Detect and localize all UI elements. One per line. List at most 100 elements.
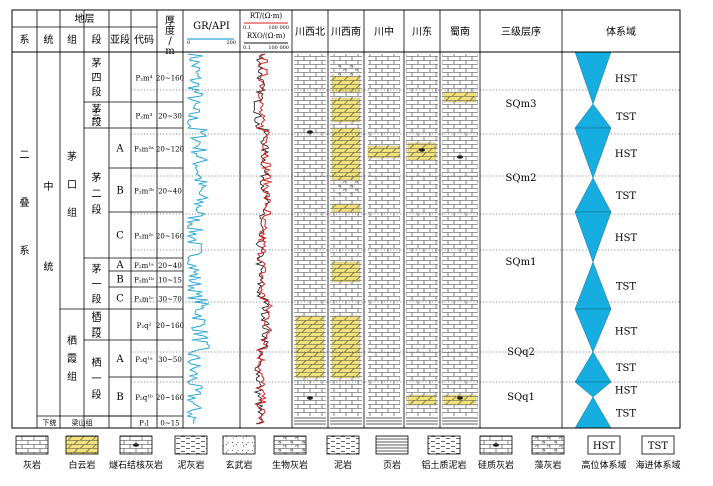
column-header: 段: [92, 33, 102, 46]
system-label: 二叠系: [20, 150, 30, 257]
thickness-label: 20~160: [156, 233, 184, 241]
legend-label: 灰岩: [23, 459, 41, 471]
thickness-label: 20~160: [156, 394, 184, 402]
subsection-label: A: [115, 354, 124, 365]
hst-triangle: [574, 127, 612, 179]
hst-triangle: [574, 308, 612, 353]
rt-curve: [255, 53, 274, 425]
legend-item: 灰岩: [15, 435, 49, 471]
formation-liangshan-label: 梁山组: [72, 418, 93, 427]
thickness-label: 10~15: [158, 277, 182, 285]
hst-triangle: [574, 381, 612, 398]
limestone-column: [368, 54, 400, 426]
tst-triangle: [574, 396, 612, 429]
gr-max-label: 200: [226, 40, 236, 46]
region-header: 川西南: [331, 25, 361, 38]
thickness-label: 0~15: [160, 420, 179, 428]
rxo-max-label: 100 000: [268, 45, 289, 51]
member-label-text: 茅四段: [92, 57, 102, 98]
shale-base: [330, 416, 362, 426]
region-header: 蜀南: [450, 25, 470, 38]
legend-box-label: TST: [648, 441, 669, 452]
legend-label: 泥灰岩: [177, 459, 204, 471]
table-border: [11, 9, 681, 429]
well-log-area: [185, 53, 274, 425]
legend-item: 白云岩: [65, 435, 99, 471]
dolomite-interval: [443, 91, 477, 103]
gr-min-label: 0: [187, 40, 190, 46]
code-label: P₂m²ᵃ: [134, 146, 154, 154]
tract-label: HST: [615, 233, 638, 244]
dolomite-interval: [367, 145, 401, 159]
shale-base: [442, 416, 478, 426]
legend-label: 硅质灰岩: [478, 459, 514, 471]
dolomite-interval: [331, 97, 361, 123]
code-label: P₂m¹ᶜ: [134, 296, 154, 304]
chert-nodule: [307, 130, 313, 134]
thickness-label: 30~50: [158, 356, 182, 364]
column-header: 统: [44, 33, 54, 46]
legend-item: HST 高位体系域: [581, 435, 627, 471]
member-label: 栖二段: [92, 310, 102, 340]
limestone-column: [442, 54, 478, 426]
member-label: 栖一段: [92, 356, 102, 401]
bauxitic-mudstone-icon: [427, 435, 461, 455]
legend-label: 海进体系域: [635, 459, 680, 471]
thickness-header: 厚度/m: [165, 15, 175, 57]
tract-label: TST: [616, 112, 637, 123]
algal-limestone-icon: [531, 435, 565, 455]
code-label: P₂q¹ᵃ: [135, 356, 153, 364]
chert-nodule: [457, 155, 463, 159]
tract-label: HST: [615, 327, 638, 338]
code-label: P₂q²: [137, 322, 152, 330]
nodule-mark: [493, 443, 499, 447]
subsection-label: A: [115, 144, 124, 155]
code-label: P₂m⁴: [136, 75, 153, 83]
subsection-label: A: [115, 260, 124, 271]
thickness-label: 20~160: [156, 322, 184, 330]
shale-base: [294, 416, 326, 426]
legend-item: TST 海进体系域: [635, 435, 681, 471]
table-grid: [11, 9, 681, 429]
subsection-label: C: [116, 231, 124, 242]
bio-limestone-icon: [273, 435, 307, 455]
sequence-label: SQm3: [506, 99, 537, 110]
dolomite-interval: [331, 203, 361, 213]
mudstone-icon: [326, 435, 360, 455]
legend-label: 铝土质泥岩: [421, 459, 466, 471]
lithology-columns: [131, 54, 680, 426]
code-label: P₂q¹ᵇ: [135, 394, 153, 402]
legend-label: 藻灰岩: [534, 459, 561, 471]
column-header: 组: [67, 33, 77, 46]
systems-tract-header: 体系域: [606, 25, 636, 38]
gr-curve: [185, 53, 211, 425]
code-label: P₂m¹ᵃ: [134, 262, 154, 270]
limestone-icon: [15, 435, 49, 455]
legend-item: 页岩: [375, 435, 409, 471]
rxo-min-label: 0.1: [243, 45, 251, 51]
hst-icon: [587, 435, 621, 455]
member-label-text: 茅二段: [92, 172, 102, 216]
legend-label: 玄武岩: [225, 459, 252, 471]
tst-triangle: [574, 351, 612, 383]
legend-item: 铝土质泥岩: [421, 435, 467, 471]
region-header: 川西北: [295, 26, 325, 38]
region-header: 川中: [374, 25, 394, 38]
thickness-label: 20~30: [158, 113, 182, 121]
thickness-header-text: 厚度/m: [165, 15, 175, 57]
dolomite-interval: [407, 394, 437, 406]
tst-icon: [641, 435, 675, 455]
member-label-text: 茅三段: [92, 103, 102, 128]
sequence-label: SQq1: [507, 392, 535, 403]
thickness-label: 20~40: [158, 188, 182, 196]
sequence-label: SQm2: [506, 173, 537, 184]
rt-max-label: 100 000: [268, 25, 289, 31]
member-label-text: 栖二段: [92, 310, 102, 340]
shale-base: [366, 416, 402, 426]
column-header: 代码: [134, 34, 154, 46]
rt-header: RT/(Ω·m): [250, 12, 283, 20]
legend-item: 泥岩: [326, 435, 360, 471]
tst-triangle: [574, 177, 612, 213]
rxo-header: RXO/(Ω·m): [247, 32, 286, 40]
